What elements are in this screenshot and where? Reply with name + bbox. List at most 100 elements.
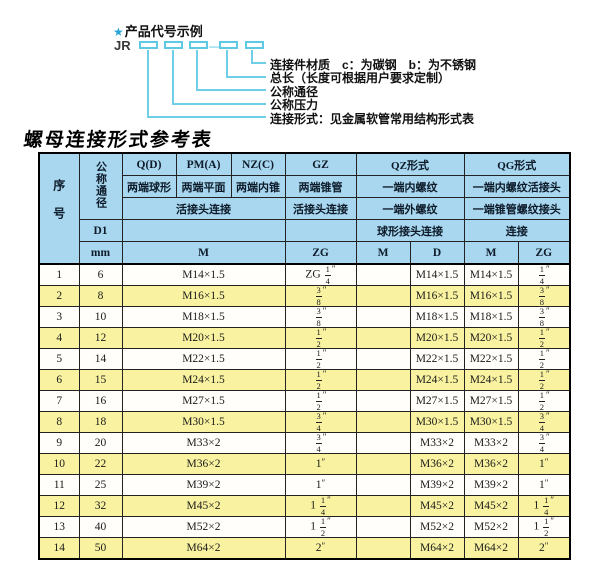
cell-m: M18×1.5 (121, 306, 286, 328)
header-blank-1 (121, 219, 286, 242)
cell-qg-m: M22×1.5 (463, 348, 519, 370)
cell-m: M33×2 (121, 432, 286, 454)
cell-seq: 5 (38, 348, 80, 370)
leader-line (196, 89, 266, 91)
cell-dn: 40 (78, 516, 123, 538)
cell-qz-d: M22×1.5 (409, 348, 465, 370)
header-gz: GZ (284, 152, 357, 176)
cell-m: M20×1.5 (121, 327, 286, 349)
cell-qg-m: M16×1.5 (463, 285, 519, 307)
table-row: 7 16 M27×1.5 1 2 ″ M27×1.5 M27×1.5 1 2 ″ (38, 390, 571, 412)
nut-connection-table: 序号 公称通径 Q(D) PM(A) NZ(C) GZ QZ形式 QG形式 两端… (38, 152, 571, 560)
cell-seq: 2 (38, 285, 80, 307)
table-header: 序号 公称通径 Q(D) PM(A) NZ(C) GZ QZ形式 QG形式 两端… (38, 152, 571, 265)
cell-qg-m: M30×1.5 (463, 411, 519, 433)
table-row: 10 22 M36×2 1″ M36×2 M36×2 1″ (38, 453, 571, 475)
header-dn: 公称通径 (78, 152, 123, 220)
cell-qg-m: M14×1.5 (463, 263, 519, 286)
table-row: 4 12 M20×1.5 1 2 ″ M20×1.5 M20×1.5 1 2 ″ (38, 327, 571, 349)
cell-dn: 22 (78, 453, 123, 475)
header-qz: QZ形式 (355, 152, 465, 176)
cell-qz-d: M64×2 (409, 537, 465, 560)
leader-line (226, 50, 228, 78)
cell-qg-m: M45×2 (463, 495, 519, 517)
table-row: 14 50 M64×2 2″ M64×2 M64×2 2″ (38, 537, 571, 560)
cell-m: M36×2 (121, 453, 286, 475)
cell-seq: 10 (38, 453, 80, 475)
table-row: 5 14 M22×1.5 1 2 ″ M22×1.5 M22×1.5 1 2 ″ (38, 348, 571, 370)
cell-qg-m: M20×1.5 (463, 327, 519, 349)
product-code-diagram: ★产品代号示例 JR — 连接件材质 c：为碳钢 b：为不锈钢 总长（长度可根据… (0, 0, 600, 150)
header-gz-sub: 两端锥管 (284, 175, 357, 198)
cell-seq: 4 (38, 327, 80, 349)
cell-gz-zg: 1 2 ″ (284, 327, 357, 349)
cell-m: M52×2 (121, 516, 286, 538)
cell-dn: 16 (78, 390, 123, 412)
cell-gz-zg: 1 1 4 ″ (284, 495, 357, 517)
cell-qg-m: M27×1.5 (463, 390, 519, 412)
header-qg-sub2: 一端锥管螺纹接头 (463, 197, 571, 220)
header-q-sub: 两端球形 (121, 175, 177, 198)
cell-qg-m: M36×2 (463, 453, 519, 475)
cell-qg-m: M24×1.5 (463, 369, 519, 391)
cell-dn: 15 (78, 369, 123, 391)
header-qz-sub2: 一端外螺纹 (355, 197, 465, 220)
label-material: 连接件材质 c：为碳钢 b：为不锈钢 (270, 58, 477, 72)
cell-gz-zg: 3 4 ″ (284, 411, 357, 433)
cell-qz-m (355, 327, 411, 349)
diagram-title: ★产品代号示例 (113, 21, 203, 40)
label-length: 总长（长度可根据用户要求定制） (270, 71, 451, 85)
cell-qz-d: M16×1.5 (409, 285, 465, 307)
header-qg-sub1: 一端内螺纹活接头 (463, 175, 571, 198)
cell-m: M64×2 (121, 537, 286, 560)
leader-line (172, 103, 266, 105)
header-nz-sub: 两端内锥 (230, 175, 286, 198)
leader-line (172, 50, 174, 105)
header-qg: QG形式 (463, 152, 571, 176)
cell-qz-m (355, 390, 411, 412)
cell-m: M16×1.5 (121, 285, 286, 307)
cell-qz-d: M27×1.5 (409, 390, 465, 412)
cell-qg-m: M64×2 (463, 537, 519, 560)
cell-seq: 12 (38, 495, 80, 517)
cell-qz-m (355, 306, 411, 328)
cell-gz-zg: ZG 1 4 ″ (284, 263, 357, 286)
cell-qg-zg: 3 8 ″ (517, 285, 571, 307)
cell-m: M22×1.5 (121, 348, 286, 370)
cell-dn: 6 (78, 263, 123, 286)
cell-qz-d: M14×1.5 (409, 263, 465, 286)
leader-line (196, 50, 198, 91)
cell-qg-m: M52×2 (463, 516, 519, 538)
cell-gz-zg: 1 2 ″ (284, 369, 357, 391)
header-nz: NZ(C) (230, 152, 286, 176)
table-row: 11 25 M39×2 1″ M39×2 M39×2 1″ (38, 474, 571, 496)
table-title: 螺母连接形式参考表 (22, 130, 215, 151)
cell-qz-m (355, 495, 411, 517)
cell-gz-zg: 1 2 ″ (284, 348, 357, 370)
cell-qg-zg: 3 4 ″ (517, 432, 571, 454)
cell-m: M14×1.5 (121, 263, 286, 286)
cell-qg-m: M33×2 (463, 432, 519, 454)
header-qz-conn: 球形接头连接 (355, 219, 465, 242)
cell-qz-m (355, 348, 411, 370)
cell-qz-m (355, 369, 411, 391)
header-mm: mm (78, 241, 123, 265)
header-qg-conn: 连接 (463, 219, 571, 242)
cell-qz-m (355, 516, 411, 538)
header-qz-d: D (409, 241, 465, 265)
header-blank-2 (284, 219, 357, 242)
cell-seq: 8 (38, 411, 80, 433)
cell-gz-zg: 1″ (284, 474, 357, 496)
cell-qz-d: M52×2 (409, 516, 465, 538)
cell-qg-zg: 1 2 ″ (517, 369, 571, 391)
leader-line (251, 50, 253, 64)
header-qz-sub1: 一端内螺纹 (355, 175, 465, 198)
table-row: 8 18 M30×1.5 3 4 ″ M30×1.5 M30×1.5 3 4 ″ (38, 411, 571, 433)
cell-m: M39×2 (121, 474, 286, 496)
cell-qg-zg: 1 2 ″ (517, 327, 571, 349)
cell-seq: 7 (38, 390, 80, 412)
cell-seq: 9 (38, 432, 80, 454)
header-q: Q(D) (121, 152, 177, 176)
cell-m: M30×1.5 (121, 411, 286, 433)
